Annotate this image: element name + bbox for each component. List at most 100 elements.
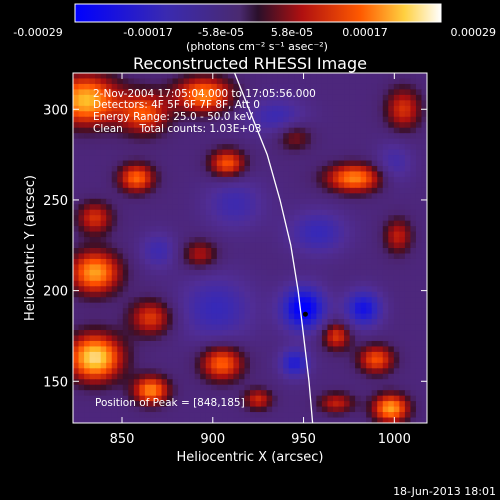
heatmap-cell	[332, 319, 339, 325]
heatmap-cell	[388, 144, 395, 150]
heatmap-cell	[332, 171, 339, 178]
heatmap-cell	[100, 231, 107, 238]
heatmap-cell	[371, 149, 378, 156]
heatmap-cell	[216, 116, 223, 123]
heatmap-cell	[150, 384, 157, 391]
heatmap-cell	[299, 384, 306, 391]
heatmap-cell	[415, 182, 422, 189]
heatmap-cell	[189, 187, 196, 194]
heatmap-cell	[299, 242, 306, 249]
heatmap-cell	[305, 242, 312, 249]
heatmap-cell	[95, 73, 102, 79]
heatmap-cell	[167, 144, 173, 150]
heatmap-cell	[95, 149, 102, 156]
heatmap-cell	[117, 111, 124, 118]
heatmap-cell	[288, 100, 295, 107]
heatmap-cell	[366, 73, 373, 79]
heatmap-cell	[360, 187, 367, 194]
heatmap-cell	[133, 187, 140, 194]
heatmap-cell	[222, 368, 229, 375]
heatmap-cell	[161, 395, 168, 402]
heatmap-cell	[73, 155, 79, 161]
heatmap-cell	[415, 269, 422, 276]
heatmap-cell	[238, 122, 245, 129]
heatmap-cell	[78, 198, 85, 205]
heatmap-cell	[111, 335, 118, 342]
heatmap-cell	[139, 138, 146, 145]
heatmap-cell	[410, 198, 417, 205]
heatmap-cell	[122, 291, 129, 298]
heatmap-cell	[321, 155, 328, 161]
heatmap-cell	[178, 187, 185, 194]
heatmap-cell	[410, 291, 417, 298]
heatmap-cell	[305, 417, 312, 424]
heatmap-cell	[222, 149, 229, 156]
heatmap-cell	[222, 351, 229, 358]
heatmap-cell	[277, 412, 284, 418]
heatmap-cell	[393, 127, 400, 134]
heatmap-cell	[95, 237, 102, 243]
heatmap-cell	[222, 330, 229, 336]
heatmap-cell	[366, 258, 373, 265]
heatmap-cell	[277, 253, 284, 260]
heatmap-cell	[366, 160, 373, 167]
heatmap-cell	[84, 373, 90, 380]
heatmap-cell	[321, 264, 328, 271]
heatmap-cell	[294, 357, 301, 364]
heatmap-cell	[238, 335, 245, 342]
heatmap-cell	[399, 100, 406, 107]
heatmap-cell	[167, 187, 173, 194]
heatmap-cell	[106, 78, 113, 85]
heatmap-cell	[388, 291, 395, 298]
heatmap-cell	[266, 248, 273, 254]
heatmap-cell	[117, 155, 124, 161]
heatmap-cell	[122, 351, 129, 358]
heatmap-cell	[377, 171, 384, 178]
heatmap-cell	[189, 242, 196, 249]
heatmap-cell	[266, 253, 273, 260]
heatmap-cell	[316, 209, 323, 216]
heatmap-cell	[344, 94, 350, 101]
heatmap-cell	[349, 100, 356, 107]
heatmap-cell	[194, 105, 201, 112]
heatmap-cell	[355, 122, 362, 129]
heatmap-cell	[100, 160, 107, 167]
heatmap-cell	[349, 187, 356, 194]
heatmap-cell	[332, 127, 339, 134]
heatmap-cell	[410, 324, 417, 331]
heatmap-cell	[167, 302, 173, 309]
heatmap-cell	[261, 335, 267, 342]
heatmap-cell	[404, 182, 411, 189]
heatmap-cell	[388, 204, 395, 211]
heatmap-cell	[200, 412, 207, 418]
heatmap-cell	[360, 384, 367, 391]
heatmap-cell	[266, 258, 273, 265]
heatmap-cell	[321, 340, 328, 347]
heatmap-cell	[393, 193, 400, 200]
heatmap-cell	[161, 313, 168, 320]
heatmap-cell	[133, 313, 140, 320]
heatmap-cell	[216, 258, 223, 265]
heatmap-cell	[250, 73, 256, 79]
heatmap-cell	[78, 165, 85, 172]
heatmap-cell	[371, 242, 378, 249]
heatmap-cell	[404, 357, 411, 364]
heatmap-cell	[161, 226, 168, 232]
heatmap-cell	[122, 330, 129, 336]
heatmap-cell	[410, 105, 417, 112]
heatmap-cell	[371, 144, 378, 150]
heatmap-cell	[106, 105, 113, 112]
heatmap-cell	[172, 171, 179, 178]
heatmap-cell	[205, 89, 212, 96]
heatmap-cell	[111, 215, 118, 222]
heatmap-cell	[139, 204, 146, 211]
heatmap-cell	[332, 116, 339, 123]
heatmap-cell	[227, 138, 234, 145]
heatmap-cell	[377, 390, 384, 397]
heatmap-cell	[73, 182, 79, 189]
heatmap-cell	[100, 116, 107, 123]
heatmap-cell	[421, 155, 428, 161]
heatmap-cell	[89, 319, 96, 325]
heatmap-cell	[178, 116, 185, 123]
heatmap-cell	[233, 100, 240, 107]
